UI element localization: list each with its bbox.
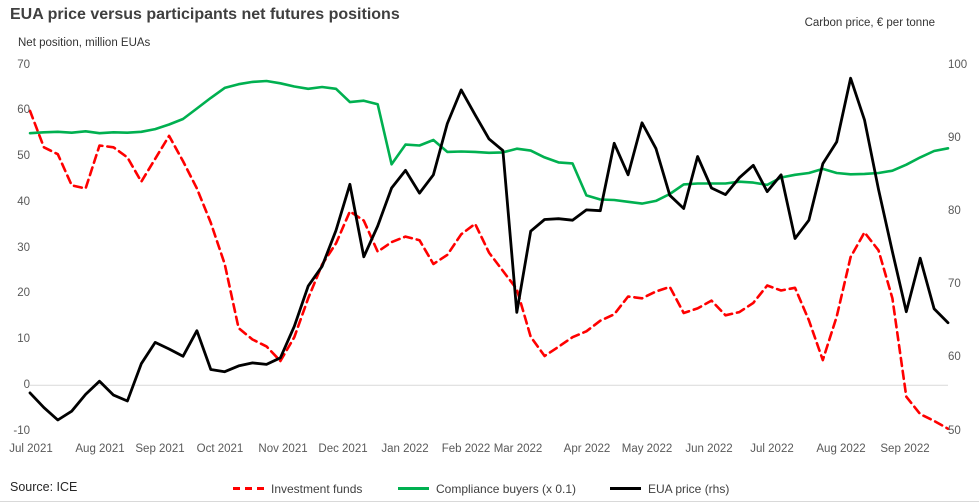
x-axis-label: Sep 2021 — [135, 443, 185, 455]
x-axis-label: Nov 2021 — [258, 443, 308, 455]
right-axis-caption: Carbon price, € per tonne — [804, 17, 935, 29]
legend-label: Compliance buyers (x 0.1) — [436, 481, 577, 496]
legend-line-sample — [233, 487, 264, 490]
left-axis-tick: 10 — [17, 333, 30, 345]
legend-label: EUA price (rhs) — [648, 481, 730, 496]
x-axis-label: Apr 2022 — [563, 443, 611, 455]
legend-item: Investment funds — [233, 481, 362, 496]
x-axis-label: Sep 2022 — [880, 443, 930, 455]
chart-title: EUA price versus participants net future… — [10, 6, 400, 23]
left-axis-tick: 60 — [17, 104, 30, 117]
x-axis-label: Jun 2022 — [685, 443, 733, 455]
x-axis-label: Dec 2021 — [318, 443, 368, 455]
x-axis-label: Jul 2021 — [9, 443, 53, 455]
right-axis-tick: 100 — [948, 58, 968, 71]
legend-line-sample — [398, 487, 429, 490]
legend-item: Compliance buyers (x 0.1) — [398, 481, 576, 496]
right-axis-tick: 50 — [948, 424, 961, 437]
x-axis-label: Mar 2022 — [493, 443, 543, 455]
legend-label: Investment funds — [271, 481, 363, 496]
x-axis-label: May 2022 — [621, 443, 673, 455]
x-axis-label: Oct 2021 — [196, 443, 244, 455]
series-line-investment-funds — [28, 109, 950, 431]
x-axis-label: Feb 2022 — [441, 443, 491, 455]
series-line-eua-price-rhs — [28, 76, 950, 422]
left-axis-caption: Net position, million EUAs — [18, 37, 151, 49]
x-axis-label: Aug 2021 — [75, 443, 125, 455]
left-axis-tick: 50 — [17, 150, 30, 162]
right-axis-tick: 80 — [948, 204, 961, 217]
left-axis-tick: 70 — [17, 58, 30, 71]
right-axis-tick: 60 — [948, 351, 961, 364]
legend-line-sample — [610, 487, 641, 490]
left-axis-tick: 40 — [17, 195, 30, 208]
x-axis-label: Jul 2022 — [750, 443, 794, 455]
legend-item: EUA price (rhs) — [610, 481, 729, 496]
x-axis-label: Aug 2022 — [816, 443, 866, 455]
series-line-compliance-buyers-x-0-1 — [28, 79, 950, 205]
left-axis-tick: 0 — [23, 378, 30, 391]
left-axis-tick: -10 — [13, 424, 30, 437]
right-axis-tick: 70 — [948, 278, 961, 291]
source-note: Source: ICE — [10, 480, 78, 494]
x-axis-label: Jan 2022 — [381, 443, 429, 455]
right-axis-tick: 90 — [948, 131, 961, 144]
left-axis-tick: 30 — [17, 241, 30, 254]
left-axis-tick: 20 — [17, 287, 30, 300]
